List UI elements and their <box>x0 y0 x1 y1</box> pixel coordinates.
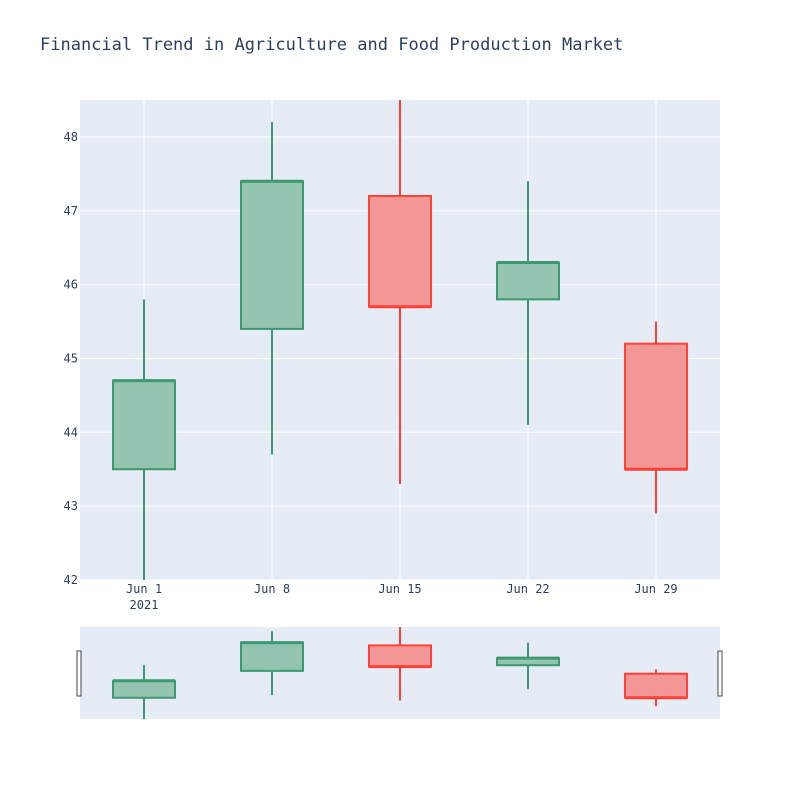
range-slider-left-handle[interactable] <box>76 650 82 697</box>
y-tick-label: 48 <box>64 130 78 144</box>
slider-candle <box>496 642 560 690</box>
y-tick-label: 47 <box>64 204 78 218</box>
slider-body <box>112 679 176 699</box>
x-tick-label: Jun 15 <box>378 582 421 596</box>
main-candle <box>496 181 560 425</box>
slider-body <box>624 672 688 699</box>
main-candle <box>624 321 688 514</box>
main-body <box>496 261 560 301</box>
main-candle <box>368 100 432 484</box>
candles <box>112 100 688 580</box>
y-tick-label: 44 <box>64 425 78 439</box>
slider-candle <box>112 665 176 719</box>
main-candle <box>112 299 176 580</box>
slider-candle <box>368 627 432 701</box>
x-tick-label: Jun 29 <box>634 582 677 596</box>
main-body <box>240 180 304 330</box>
x-tick-sublabel: 2021 <box>130 598 159 612</box>
main-candle <box>240 122 304 455</box>
y-tick-label: 45 <box>64 351 78 365</box>
y-axis-ticks: 42 43 44 45 46 47 48 <box>64 130 78 587</box>
slider-candle <box>240 631 304 695</box>
y-tick-label: 46 <box>64 278 78 292</box>
x-tick-label: Jun 8 <box>254 582 290 596</box>
range-slider-candle-group <box>112 627 688 719</box>
main-body <box>112 379 176 471</box>
main-body <box>368 195 432 308</box>
x-tick-label: Jun 1 <box>126 582 162 596</box>
main-body <box>624 342 688 471</box>
slider-body <box>368 644 432 668</box>
range-slider-right-handle[interactable] <box>717 650 723 697</box>
range-slider-handles[interactable] <box>76 650 723 697</box>
slider-candle <box>624 669 688 707</box>
x-tick-label: Jun 22 <box>506 582 549 596</box>
slider-body <box>240 641 304 672</box>
chart-title: Financial Trend in Agriculture and Food … <box>40 35 623 55</box>
y-tick-label: 43 <box>64 499 78 513</box>
range-slider-candles <box>112 627 688 719</box>
y-tick-label: 42 <box>64 573 78 587</box>
x-axis-ticks: Jun 1 2021 Jun 8 Jun 15 Jun 22 Jun 29 <box>126 582 678 612</box>
